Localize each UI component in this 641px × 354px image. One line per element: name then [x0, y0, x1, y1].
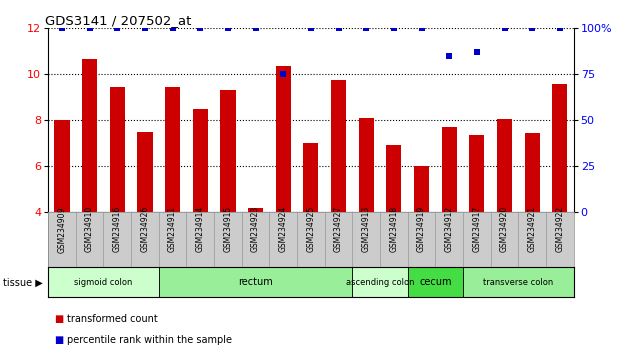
- Point: [167, 25, 178, 31]
- Text: ascending colon: ascending colon: [345, 278, 414, 287]
- Bar: [303, 143, 319, 212]
- Point: [333, 25, 344, 31]
- Bar: [54, 120, 69, 212]
- Text: GDS3141 / 207502_at: GDS3141 / 207502_at: [45, 14, 191, 27]
- Text: percentile rank within the sample: percentile rank within the sample: [67, 335, 232, 345]
- Text: sigmoid colon: sigmoid colon: [74, 278, 133, 287]
- Bar: [497, 119, 512, 212]
- Text: tissue ▶: tissue ▶: [3, 277, 43, 287]
- Point: [140, 25, 150, 31]
- Text: cecum: cecum: [419, 277, 452, 287]
- Bar: [553, 84, 567, 212]
- Point: [417, 25, 427, 31]
- Bar: [48, 267, 159, 297]
- Bar: [442, 127, 457, 212]
- Point: [278, 72, 288, 77]
- Bar: [110, 87, 125, 212]
- Point: [499, 25, 510, 31]
- Bar: [159, 267, 353, 297]
- Bar: [248, 208, 263, 212]
- Text: ■: ■: [54, 335, 63, 345]
- Bar: [408, 267, 463, 297]
- Bar: [469, 135, 485, 212]
- Text: transformed count: transformed count: [67, 314, 158, 324]
- Point: [472, 50, 482, 55]
- Text: ■: ■: [54, 314, 63, 324]
- Point: [388, 25, 399, 31]
- Text: transverse colon: transverse colon: [483, 278, 553, 287]
- Bar: [331, 80, 346, 212]
- Point: [361, 25, 371, 31]
- Bar: [137, 132, 153, 212]
- Point: [57, 25, 67, 31]
- Bar: [524, 133, 540, 212]
- Bar: [82, 59, 97, 212]
- Bar: [463, 267, 574, 297]
- Bar: [221, 91, 235, 212]
- Bar: [353, 267, 408, 297]
- Text: rectum: rectum: [238, 277, 273, 287]
- Point: [223, 25, 233, 31]
- Point: [251, 25, 261, 31]
- Bar: [358, 118, 374, 212]
- Point: [85, 25, 95, 31]
- Bar: [414, 166, 429, 212]
- Bar: [165, 87, 180, 212]
- Point: [554, 25, 565, 31]
- Point: [112, 25, 122, 31]
- Point: [306, 25, 316, 31]
- Bar: [276, 66, 291, 212]
- Point: [195, 25, 205, 31]
- Point: [527, 25, 537, 31]
- Bar: [387, 144, 401, 212]
- Point: [444, 53, 454, 59]
- Bar: [192, 109, 208, 212]
